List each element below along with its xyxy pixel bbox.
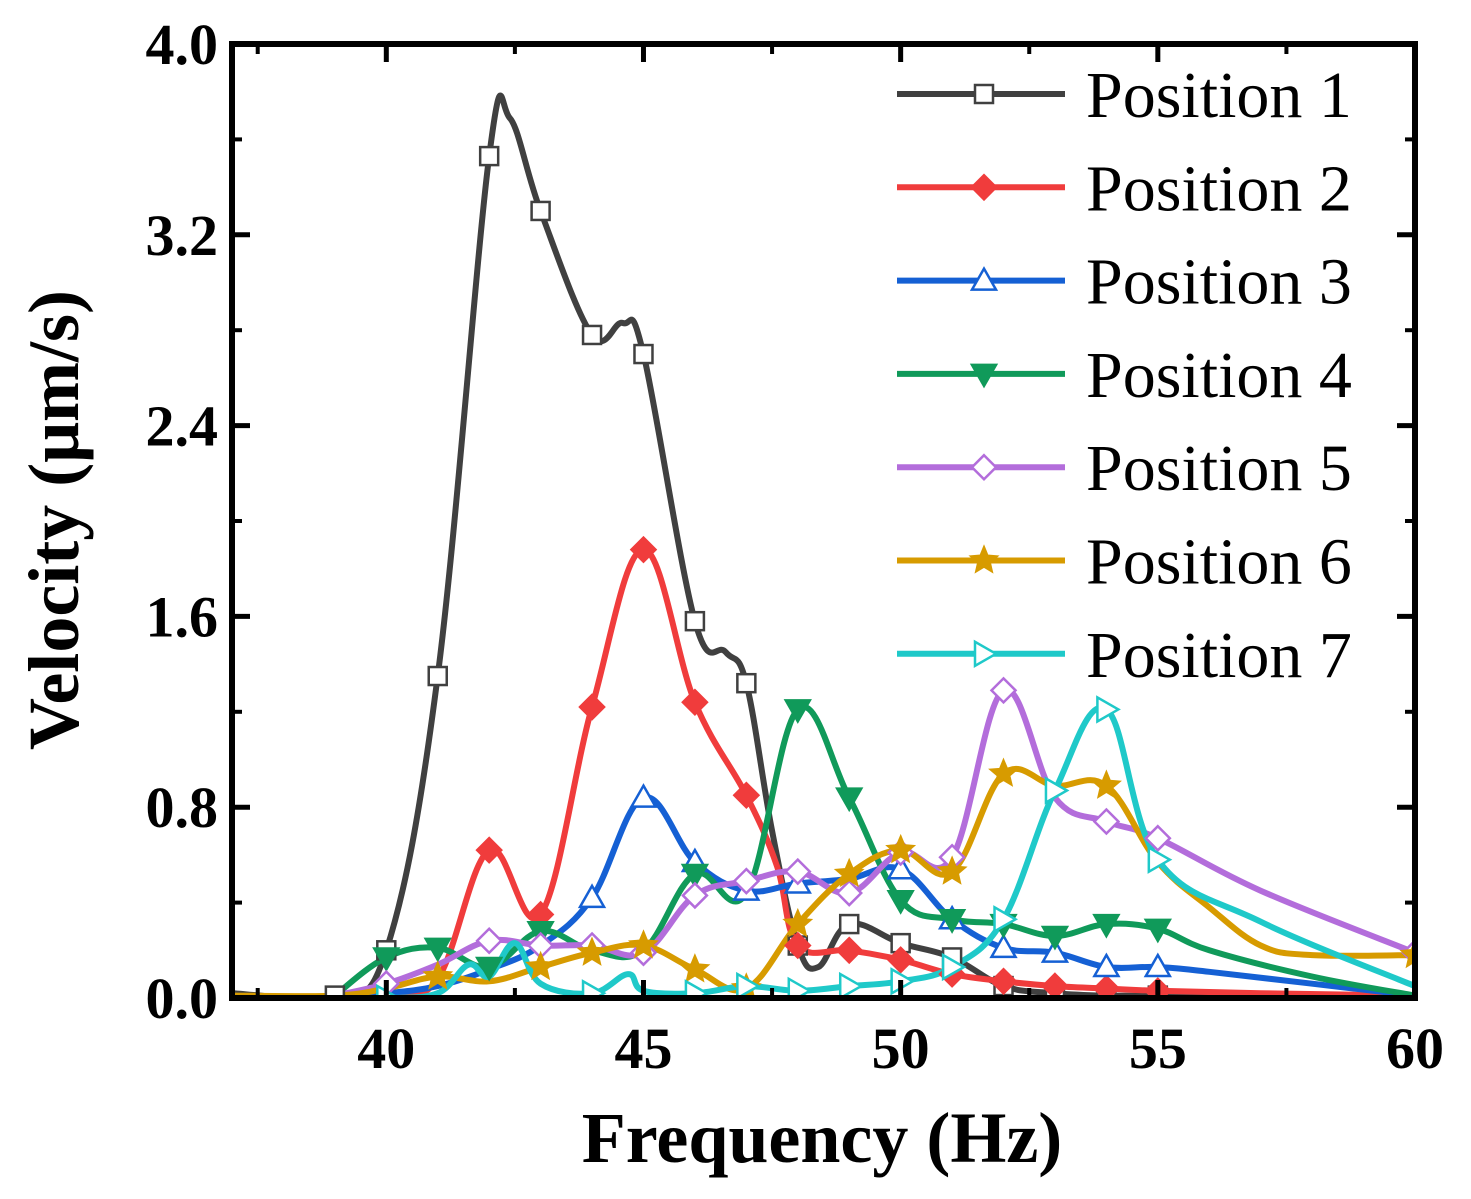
data-point-position-4 [1143, 918, 1172, 944]
legend-marker-position-1 [973, 83, 995, 105]
data-point-position-7 [684, 979, 710, 998]
legend-marker-position-7 [973, 639, 999, 668]
data-point-position-3 [989, 933, 1018, 959]
data-point-position-4 [886, 889, 915, 915]
series-line-position-5 [331, 686, 1415, 998]
data-point-position-2 [1041, 972, 1069, 998]
data-point-position-5 [681, 881, 709, 910]
legend-label-position-1: Position 1 [1086, 59, 1352, 132]
data-point-position-7 [1147, 845, 1173, 874]
data-point-position-6 [525, 950, 557, 981]
data-point-position-5 [835, 879, 863, 907]
data-point-position-2 [1092, 974, 1121, 998]
data-point-position-2 [578, 693, 606, 721]
x-tick-label: 50 [872, 1016, 930, 1081]
data-point-position-2 [475, 836, 503, 864]
data-point-position-1 [633, 343, 654, 365]
data-point-position-5 [784, 857, 812, 886]
data-point-position-4 [372, 947, 401, 972]
data-point-position-1 [478, 145, 500, 167]
data-point-position-7 [838, 971, 864, 998]
data-point-position-6 [1090, 769, 1122, 799]
data-point-position-2 [886, 946, 915, 974]
data-point-position-4 [937, 909, 967, 934]
y-tick-label: 1.6 [146, 584, 219, 649]
legend-label-position-2: Position 2 [1086, 152, 1352, 225]
data-point-position-2 [681, 688, 709, 717]
data-point-position-4 [783, 699, 812, 724]
data-point-position-1 [427, 665, 448, 687]
data-point-position-7 [1096, 695, 1121, 724]
data-point-position-6 [627, 929, 659, 959]
data-point-position-6 [936, 855, 968, 885]
data-point-position-4 [680, 863, 710, 889]
data-point-position-1 [736, 672, 757, 694]
data-point-position-5 [475, 926, 503, 955]
data-point-position-3 [577, 883, 607, 909]
series-markers [324, 145, 1415, 998]
x-tick-label: 40 [357, 1016, 415, 1081]
data-point-position-3 [629, 783, 658, 808]
data-point-position-6 [679, 953, 711, 983]
x-tick-label: 55 [1129, 1016, 1187, 1081]
data-point-position-6 [1399, 938, 1415, 969]
data-point-position-6 [988, 757, 1020, 787]
data-point-position-1 [530, 200, 551, 222]
data-point-position-7 [993, 905, 1019, 934]
y-tick-label: 0.0 [146, 966, 219, 1031]
legend-label-position-7: Position 7 [1086, 619, 1352, 692]
legend-marker-position-3 [969, 266, 999, 291]
data-point-position-2 [835, 936, 863, 965]
data-point-position-6 [422, 960, 454, 990]
data-point-position-5 [989, 676, 1018, 705]
legend-label-position-3: Position 3 [1086, 246, 1352, 319]
data-point-position-7 [581, 979, 607, 998]
data-point-position-1 [581, 324, 603, 346]
data-point-position-4 [1092, 913, 1121, 939]
data-point-position-5 [1144, 824, 1172, 852]
y-tick-label: 3.2 [146, 203, 219, 268]
data-point-position-4 [475, 956, 504, 982]
y-tick-label: 2.4 [146, 394, 219, 459]
data-point-position-6 [833, 857, 865, 888]
y-axis-title: Velocity (μm/s) [14, 290, 94, 750]
data-point-position-6 [782, 907, 814, 938]
data-point-position-4 [1040, 925, 1070, 951]
data-point-position-3 [1143, 952, 1172, 978]
legend-label-position-5: Position 5 [1086, 432, 1352, 505]
data-point-position-7 [941, 952, 967, 982]
legend: Position 1 Position 2 Position 3 Position 4… [897, 59, 1352, 692]
data-point-position-2 [732, 781, 761, 810]
data-point-position-5 [732, 867, 761, 895]
legend-marker-position-6 [968, 544, 1000, 574]
data-point-position-2 [784, 931, 812, 960]
data-point-position-5 [1092, 807, 1121, 836]
axis-tick-labels: 40 45 50 55 60 0.0 0.8 1.6 2.4 3.2 4.0 [146, 12, 1445, 1081]
data-point-position-1 [838, 913, 860, 935]
data-point-position-7 [1044, 776, 1070, 805]
data-point-position-2 [989, 967, 1018, 996]
data-point-position-3 [1040, 938, 1070, 963]
data-point-position-3 [886, 854, 915, 880]
legend-marker-position-2 [970, 173, 998, 202]
data-point-position-1 [684, 610, 706, 632]
y-tick-label: 0.8 [146, 775, 219, 840]
data-point-position-4 [423, 937, 452, 963]
x-axis-title: Frequency (Hz) [582, 1098, 1063, 1178]
axis-ticks [232, 41, 1418, 1001]
x-tick-label: 45 [614, 1016, 672, 1081]
legend-marker-position-4 [969, 363, 999, 389]
data-point-position-6 [576, 936, 608, 966]
data-point-position-7 [736, 971, 761, 998]
legend-label-position-6: Position 6 [1086, 526, 1352, 599]
data-point-position-2 [629, 535, 658, 564]
legend-label-position-4: Position 4 [1086, 339, 1352, 412]
y-tick-label: 4.0 [146, 12, 219, 77]
data-point-position-3 [1092, 952, 1121, 978]
data-point-position-4 [835, 787, 864, 813]
data-point-position-6 [885, 833, 917, 864]
x-tick-label: 60 [1386, 1016, 1444, 1081]
legend-marker-position-5 [970, 453, 998, 481]
